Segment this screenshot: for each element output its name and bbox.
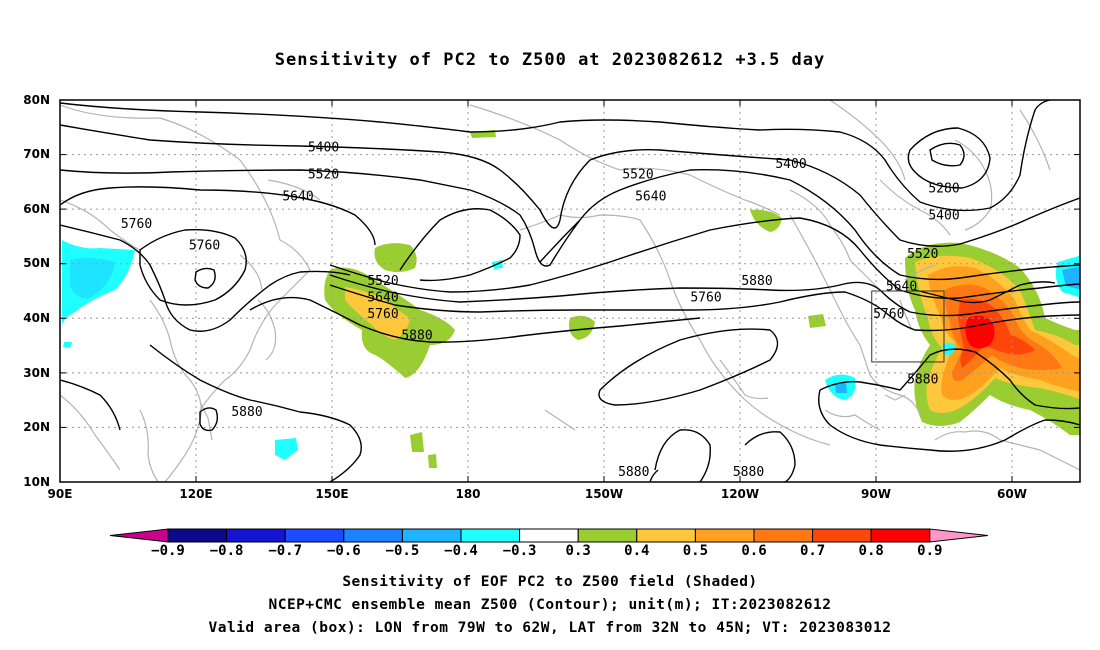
contour-label: 5520 xyxy=(367,274,398,289)
colorbar-label: 0.3 xyxy=(565,543,591,559)
colorbar-label: 0.6 xyxy=(741,543,767,559)
footer-line-1: Sensitivity of EOF PC2 to Z500 field (Sh… xyxy=(342,574,758,590)
colorbar-label: −0.5 xyxy=(385,543,420,559)
contour-label: 5640 xyxy=(886,280,917,295)
lat-label: 30N xyxy=(23,366,50,380)
contour-label: 5520 xyxy=(622,168,653,183)
lon-label: 180 xyxy=(455,487,481,501)
colorbar-label: −0.7 xyxy=(268,543,303,559)
axis-ticks xyxy=(60,100,1080,482)
valid-area-box xyxy=(871,290,945,363)
contour-label: 5880 xyxy=(733,465,764,480)
colorbar-swatch xyxy=(226,528,286,543)
colorbar-swatch xyxy=(636,528,696,543)
footer-line-3: Valid area (box): LON from 79W to 62W, L… xyxy=(208,620,892,636)
contour-label: 5760 xyxy=(873,307,904,322)
colorbar-label: 0.4 xyxy=(624,543,650,559)
contour-label: 5880 xyxy=(741,274,772,289)
colorbar-swatch xyxy=(694,528,755,543)
colorbar-label: −0.8 xyxy=(209,543,244,559)
colorbar-right-triangle xyxy=(929,528,988,543)
shaded-sensitivity xyxy=(62,130,1080,468)
colorbar-swatch xyxy=(812,528,872,543)
contour-label: 5640 xyxy=(367,290,398,305)
colorbar-swatch xyxy=(753,528,814,543)
colorbar-left-triangle xyxy=(109,528,169,543)
footer-line-2: NCEP+CMC ensemble mean Z500 (Contour); u… xyxy=(268,597,832,613)
lon-label: 60W xyxy=(997,487,1027,501)
lat-label: 70N xyxy=(23,147,50,161)
contour-label: 5280 xyxy=(928,181,959,196)
contour-label: 5520 xyxy=(907,247,938,262)
lon-label: 90E xyxy=(47,487,73,501)
contour-label: 5400 xyxy=(928,209,959,224)
contour-label: 5880 xyxy=(401,329,432,344)
contour-label: 5640 xyxy=(635,190,666,205)
colorbar-swatch xyxy=(577,528,638,543)
lat-label: 10N xyxy=(23,475,50,489)
lon-label: 150E xyxy=(315,487,349,501)
contour-label: 5760 xyxy=(367,307,398,322)
lat-label: 20N xyxy=(23,420,50,434)
colorbar-label: −0.4 xyxy=(444,543,478,559)
lat-label: 60N xyxy=(23,202,50,216)
contour-label: 5880 xyxy=(907,372,938,387)
colorbar xyxy=(109,528,988,543)
lon-label: 150W xyxy=(584,487,624,501)
colorbar-swatch xyxy=(284,528,345,543)
contour-label: 5880 xyxy=(618,465,649,480)
contour-label: 5880 xyxy=(231,405,262,420)
colorbar-swatch xyxy=(519,528,579,543)
lon-label: 120E xyxy=(179,487,213,501)
colorbar-label: −0.9 xyxy=(151,543,185,559)
colorbar-label: −0.3 xyxy=(502,543,537,559)
colorbar-label: 0.7 xyxy=(799,543,826,559)
contour-label: 5760 xyxy=(690,290,721,305)
contour-label: 5400 xyxy=(308,140,339,155)
colorbar-label: −0.6 xyxy=(326,543,361,559)
colorbar-swatch xyxy=(870,528,931,543)
map-border xyxy=(59,99,1081,483)
contour-label: 5760 xyxy=(121,217,152,232)
lat-label: 50N xyxy=(23,256,50,270)
colorbar-swatch xyxy=(343,528,403,543)
colorbar-label: 0.9 xyxy=(917,543,943,559)
coastlines xyxy=(60,100,1080,482)
lat-label: 80N xyxy=(23,93,50,107)
colorbar-label: 0.8 xyxy=(858,543,884,559)
lon-label: 120W xyxy=(720,487,760,501)
map-title: Sensitivity of PC2 to Z500 at 2023082612… xyxy=(274,50,826,70)
contour-label: 5520 xyxy=(308,168,339,183)
contour-label: 5400 xyxy=(775,157,806,172)
colorbar-swatch xyxy=(460,528,521,543)
z500-contours xyxy=(60,100,1080,482)
colorbar-label: 0.5 xyxy=(682,543,709,559)
contour-label: 5640 xyxy=(282,190,313,205)
colorbar-swatch xyxy=(167,528,228,543)
contour-label: 5760 xyxy=(189,239,220,254)
lon-label: 90W xyxy=(861,487,891,501)
colorbar-swatch xyxy=(401,528,462,543)
lat-label: 40N xyxy=(23,311,50,325)
